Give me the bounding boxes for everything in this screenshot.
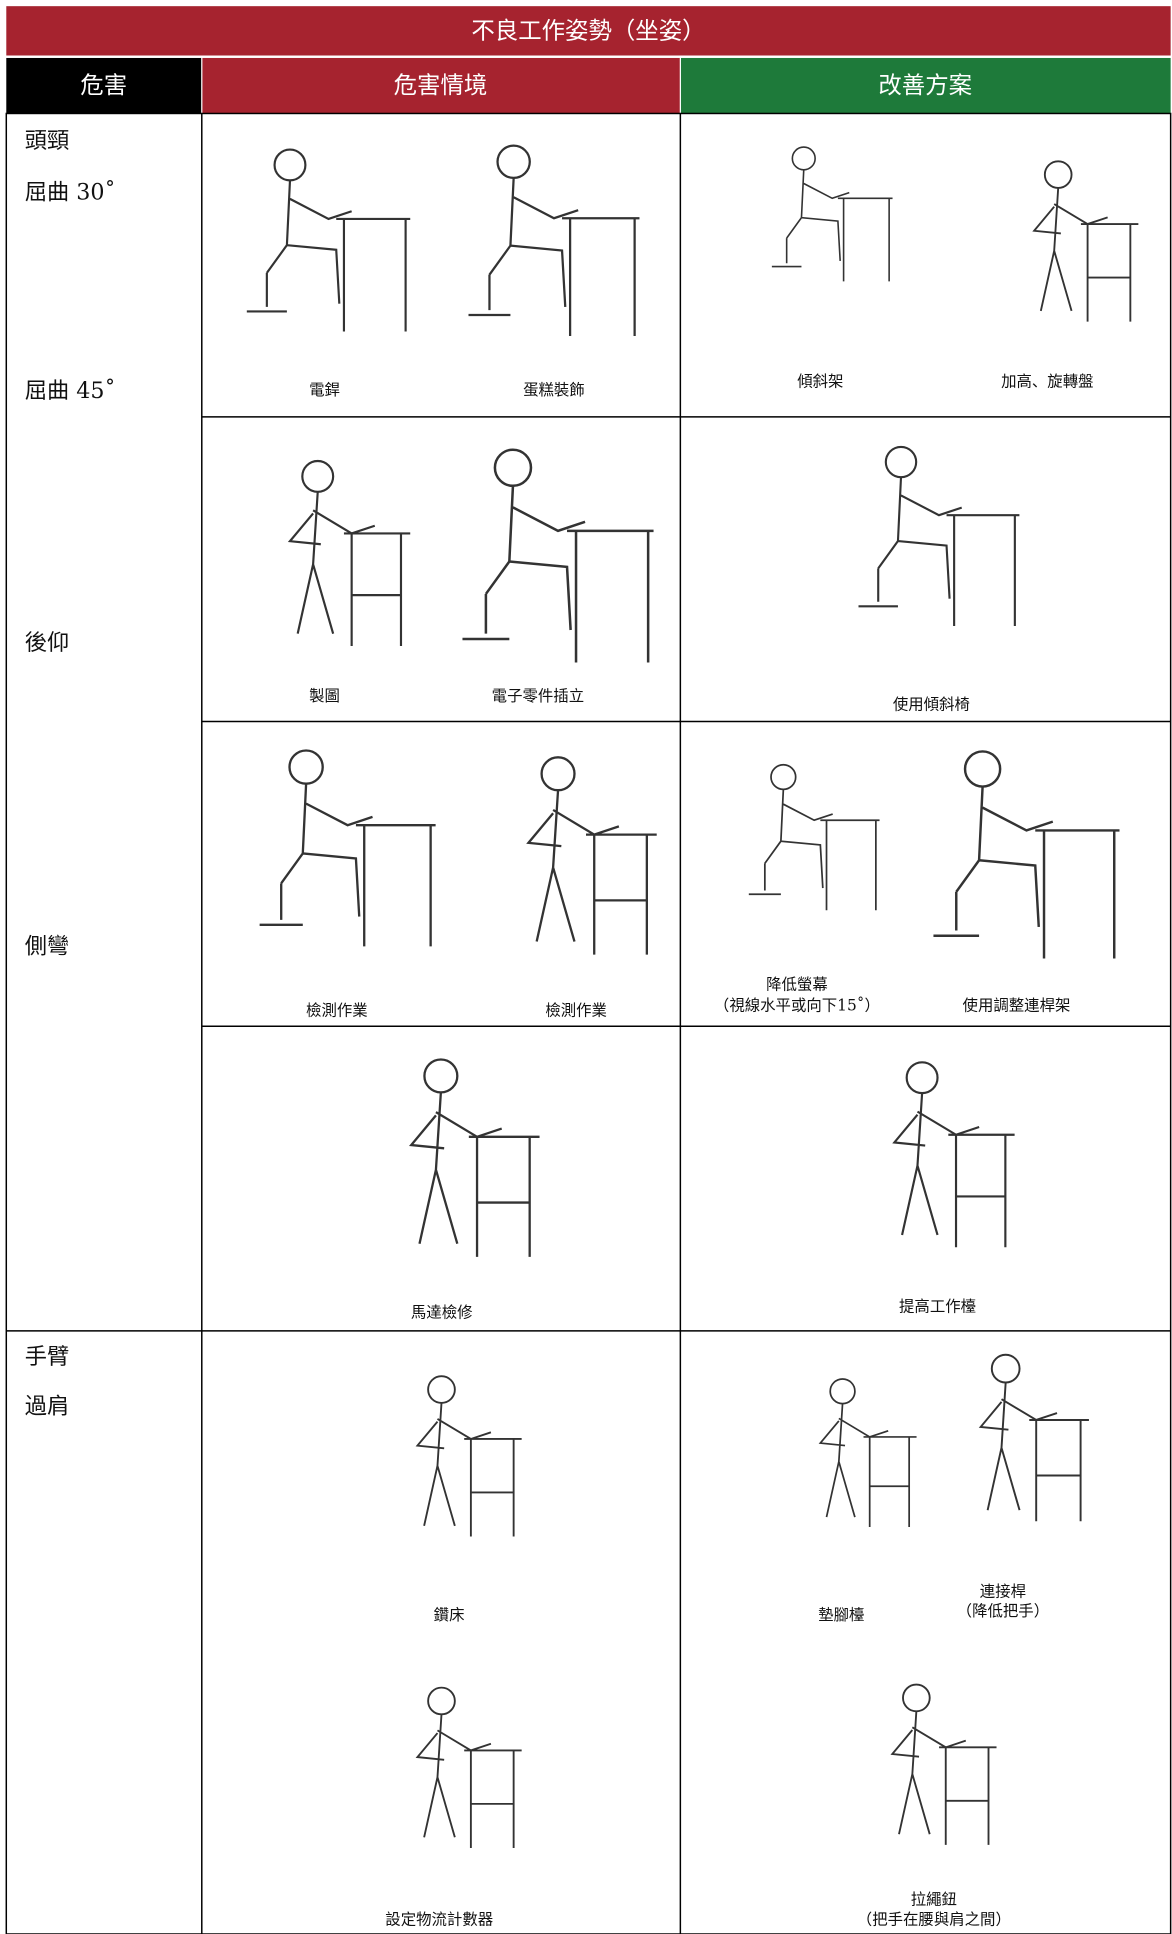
caption: 傾斜架 [797,372,843,390]
title-bar [6,6,1171,56]
caption: 馬達檢修 [411,1304,473,1322]
caption: 提高工作檯 [899,1297,976,1315]
header-cell [202,57,680,114]
hazard: 過肩 [25,1393,69,1419]
hazard: 屈曲 30˚ [25,179,116,206]
title: 不良工作姿勢（坐姿） [471,17,705,45]
caption: 製圖 [309,687,340,705]
hazard: 頭頸 [25,128,69,154]
caption: 鑽床 [434,1606,465,1624]
caption: 設定物流計數器 [385,1910,493,1928]
header-cell [680,57,1171,114]
hazard: 後仰 [25,630,69,656]
caption-note: （降低把手） [957,1602,1049,1620]
hazard-labels: 頭頸 屈曲 30˚ 屈曲 45˚ 後仰 側彎 手臂 過肩 [25,128,116,1419]
caption: 檢測作業 [545,1001,607,1019]
caption: 連接桿 [980,1582,1026,1600]
header-cell [6,57,202,114]
column-header: 危害 [80,71,127,99]
caption: 拉繩鈕 [911,1891,957,1909]
column-header: 改善方案 [878,71,972,99]
caption: 降低螢幕 [766,976,828,994]
caption: 加高、旋轉盤 [1001,372,1093,390]
column-header: 危害情境 [394,71,488,99]
caption: 使用傾斜椅 [893,696,970,714]
captions: 電銲 蛋糕裝飾 傾斜架 加高、旋轉盤 製圖 電子零件插立 使用傾斜椅 檢測作業 … [306,372,1093,1928]
caption: 使用調整連桿架 [963,996,1071,1014]
caption-note: （把手在腰與肩之間） [857,1910,1011,1928]
hazard: 手臂 [25,1344,69,1370]
caption: 電子零件插立 [492,687,584,705]
caption: 墊腳檯 [818,1606,864,1624]
table-grid [5,112,1172,1934]
hazard: 屈曲 45˚ [25,377,116,404]
caption: 檢測作業 [306,1001,368,1019]
caption: 蛋糕裝飾 [523,381,585,399]
hazard: 側彎 [25,933,69,959]
caption: 電銲 [309,381,340,399]
caption-note: （視線水平或向下15˚） [714,996,880,1014]
